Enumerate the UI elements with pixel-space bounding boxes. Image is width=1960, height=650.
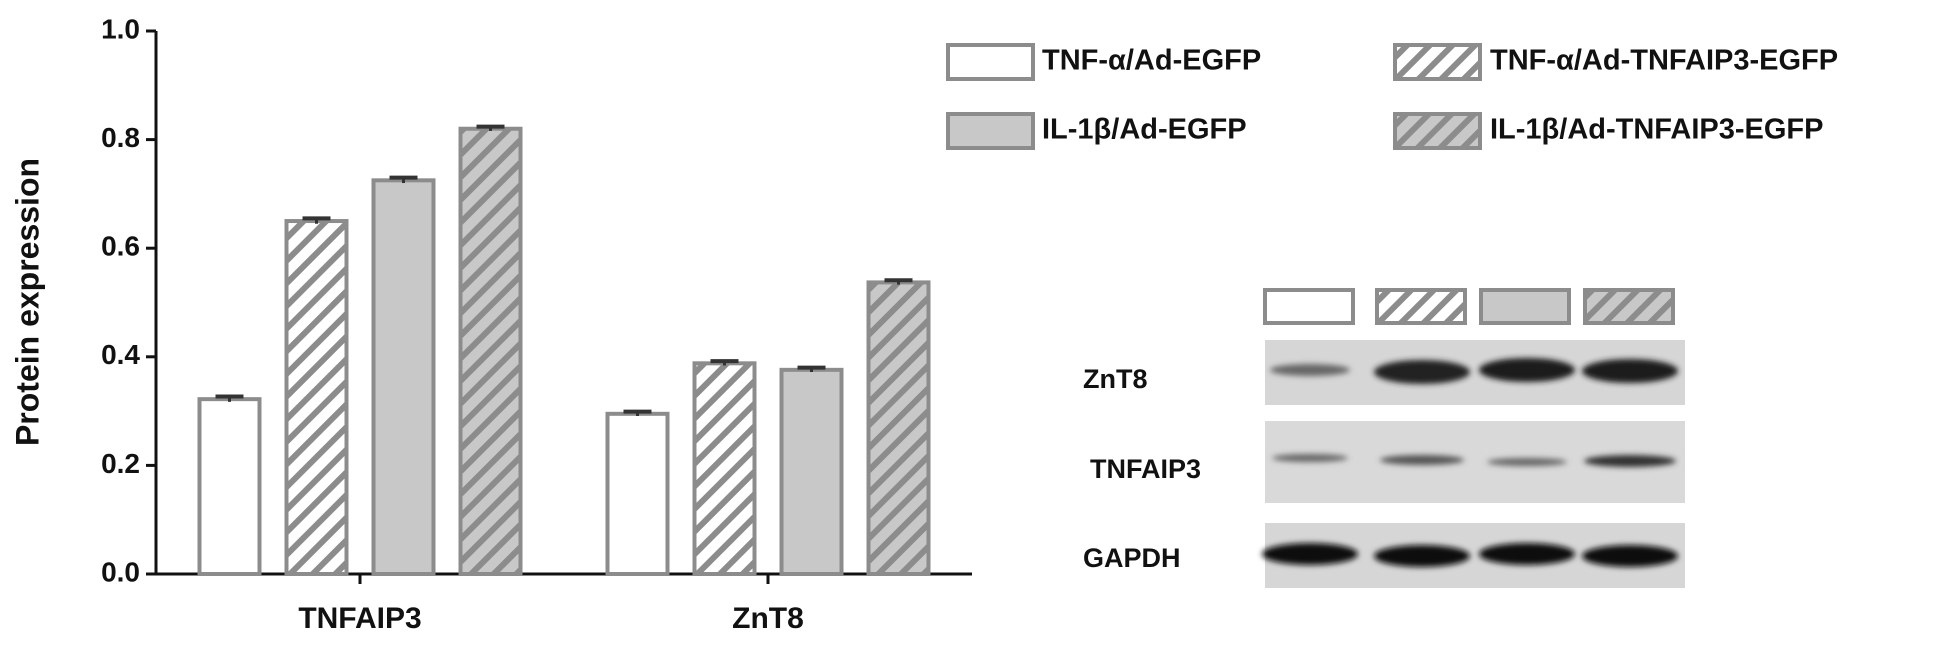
legend-label: TNF-α/Ad-TNFAIP3-EGFP (1490, 45, 1838, 77)
bar (371, 178, 436, 576)
x-tick-label: TNFAIP3 (298, 602, 421, 635)
band (1479, 358, 1575, 382)
band (1479, 543, 1575, 565)
lane-key (1583, 288, 1675, 325)
y-tick-label: 1.0 (101, 13, 140, 44)
blot-row-label: TNFAIP3 (1090, 454, 1201, 484)
legend-swatch (946, 43, 1035, 81)
lane-key (1375, 288, 1467, 325)
bar (284, 219, 349, 577)
legend-label: IL-1β/Ad-TNFAIP3-EGFP (1490, 114, 1824, 146)
band (1374, 545, 1470, 567)
y-tick-label: 0.4 (101, 339, 140, 370)
y-axis-label: Protein expression (9, 158, 45, 446)
legend-swatch (1393, 43, 1482, 81)
blot-row-label: GAPDH (1083, 543, 1181, 573)
blot-row-label: ZnT8 (1083, 364, 1148, 394)
band (1582, 359, 1678, 383)
legend-swatch (1393, 112, 1482, 150)
bar (866, 280, 931, 576)
band (1272, 454, 1348, 462)
y-tick-label: 0.0 (101, 556, 140, 587)
band (1380, 455, 1464, 465)
y-tick-label: 0.8 (101, 122, 140, 153)
bar-chart: Protein expression 0.0 0.2 0.4 0.6 0.8 1.0 TNF… (9, 13, 1838, 635)
band (1582, 545, 1678, 567)
bar (605, 411, 670, 576)
band (1374, 360, 1470, 384)
band (1262, 543, 1358, 565)
western-blot: ZnT8 TNFAIP3 GAPDH (1083, 288, 1685, 588)
lane-key (1479, 288, 1571, 325)
band (1487, 458, 1567, 466)
y-tick-label: 0.6 (101, 231, 140, 262)
bar (458, 126, 523, 577)
legend-swatch (946, 112, 1035, 150)
band (1270, 364, 1350, 376)
bar (197, 397, 262, 576)
x-tick-label: ZnT8 (732, 602, 804, 635)
bar (692, 361, 757, 577)
band (1584, 455, 1676, 467)
y-tick-label: 0.2 (101, 448, 140, 479)
legend-label: IL-1β/Ad-EGFP (1042, 114, 1247, 146)
legend-label: TNF-α/Ad-EGFP (1042, 45, 1261, 77)
bar (779, 367, 844, 576)
lane-key (1263, 288, 1355, 325)
